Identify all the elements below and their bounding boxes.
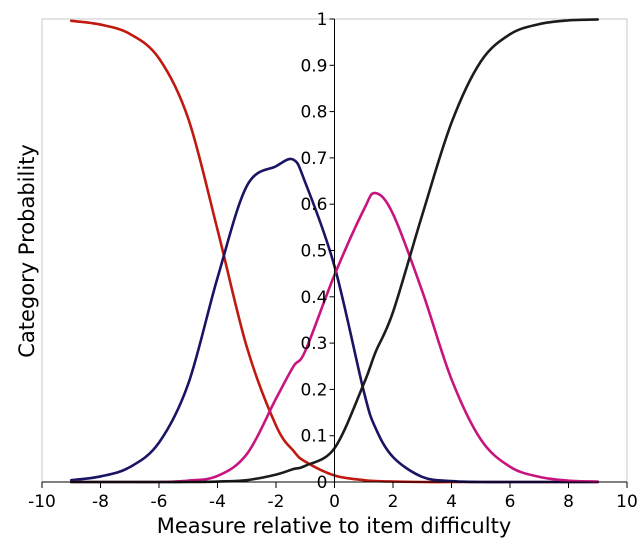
y-axis-title: Category Probability (15, 144, 39, 358)
x-tick-label: -6 (151, 492, 168, 512)
x-axis-title: Measure relative to item difficulty (157, 514, 512, 538)
y-tick-label: 0 (317, 473, 328, 493)
x-tick-label: 10 (616, 492, 638, 512)
x-tick-label: -4 (209, 492, 226, 512)
y-tick-label: 0.9 (300, 56, 327, 76)
y-tick-label: 0.7 (300, 149, 327, 169)
y-tick-label: 0.6 (300, 195, 327, 215)
y-tick-label: 0.2 (300, 380, 327, 400)
y-tick-labels: 0 0.1 0.2 0.3 0.4 0.5 0.6 0.7 0.8 0.9 1 (300, 10, 327, 493)
x-tick-label: 0 (329, 492, 340, 512)
y-tick-label: 0.3 (300, 334, 327, 354)
x-tick-labels: -10 -8 -6 -4 -2 0 2 4 6 8 10 (28, 492, 638, 512)
y-tick-label: 0.8 (300, 103, 327, 123)
axes (41, 18, 628, 488)
x-tick-label: 8 (563, 492, 574, 512)
x-tick-label: 4 (446, 492, 457, 512)
x-tick-label: -8 (92, 492, 109, 512)
x-tick-label: 2 (388, 492, 399, 512)
y-tick-label: 0.4 (300, 288, 327, 308)
x-tick-label: -10 (28, 492, 56, 512)
y-tick-label: 0.1 (300, 427, 327, 447)
x-tick-label: 6 (505, 492, 516, 512)
y-tick-label: 1 (317, 10, 328, 30)
x-tick-label: -2 (268, 492, 285, 512)
y-tick-label: 0.5 (300, 242, 327, 262)
